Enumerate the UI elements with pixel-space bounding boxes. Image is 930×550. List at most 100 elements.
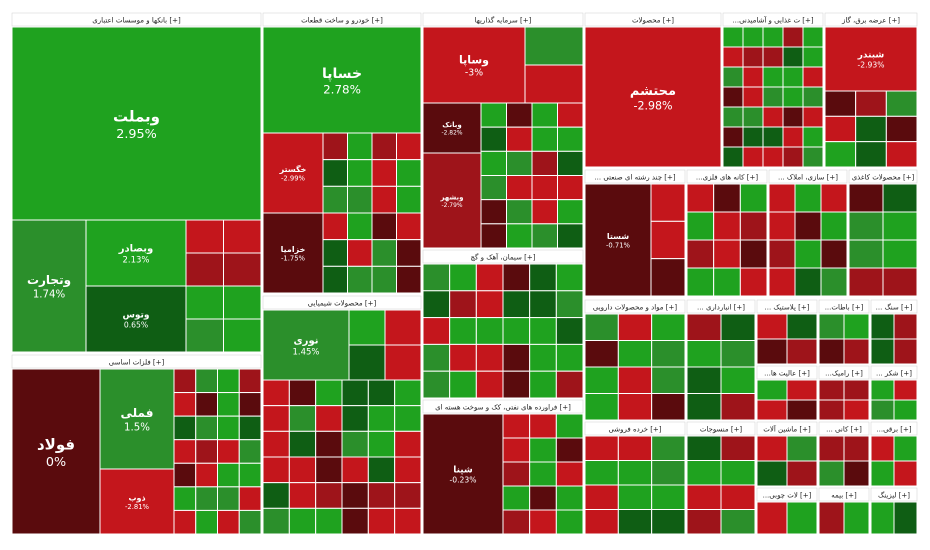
invest-small-cell[interactable] [557,199,584,225]
invest-small-cell[interactable] [557,223,584,249]
cement-small-cell[interactable] [449,370,477,399]
lea-small-cell[interactable] [893,501,918,535]
ref-small-cell[interactable] [529,413,557,439]
invest-small-cell[interactable] [480,126,507,152]
auto-small-cell[interactable] [347,265,373,294]
tile-فملی[interactable] [99,368,175,470]
banks-small-cell[interactable] [223,285,262,320]
chem-top-cell[interactable] [348,344,386,381]
auto-small-cell[interactable] [396,265,422,294]
tile-فولاد[interactable] [11,368,101,535]
metals-small-cell[interactable] [217,439,240,464]
sector-header-leasing[interactable] [870,487,918,502]
ref-small-cell[interactable] [555,437,584,463]
chem-small-cell[interactable] [262,456,290,484]
pharma-small-cell[interactable] [617,313,653,341]
ref-small-cell[interactable] [502,485,531,511]
food-small-cell[interactable] [722,86,744,108]
cer-small-cell[interactable] [818,399,845,421]
metals-small-cell[interactable] [195,415,218,441]
dev-small-cell[interactable] [870,435,895,462]
trans-small-cell[interactable] [686,393,722,421]
food-small-cell[interactable] [762,66,784,88]
cement-small-cell[interactable] [422,263,451,292]
food-small-cell[interactable] [722,66,744,88]
mining-small-cell[interactable] [713,267,741,297]
auto-small-cell[interactable] [371,212,397,241]
tile-شبندر[interactable] [824,26,918,92]
banks-small-cell[interactable] [223,219,262,254]
chem-small-cell[interactable] [288,456,317,484]
sector-header-media[interactable] [756,365,818,380]
ref-small-cell[interactable] [502,509,531,535]
wood-small-cell[interactable] [786,501,818,535]
metals-small-cell[interactable] [173,368,197,394]
ref-small-cell[interactable] [555,509,584,535]
nm-small-cell[interactable] [843,435,870,462]
auto-small-cell[interactable] [347,159,373,187]
invest-small-cell[interactable] [531,126,558,152]
sector-header-devices[interactable] [870,421,918,436]
chem-small-cell[interactable] [367,405,396,432]
pharma-small-cell[interactable] [651,393,686,421]
nm-small-cell[interactable] [843,460,870,487]
chem-small-cell[interactable] [341,430,369,458]
build-small-cell[interactable] [794,239,822,269]
chem-small-cell[interactable] [288,430,317,458]
chem-small-cell[interactable] [367,430,396,458]
media-small-cell[interactable] [756,379,788,401]
coal-small-cell[interactable] [870,338,895,365]
auto-small-cell[interactable] [396,239,422,267]
retail-small-cell[interactable] [617,484,653,510]
build-small-cell[interactable] [768,267,796,297]
food-small-cell[interactable] [722,26,744,48]
sector-header-mining[interactable] [686,169,768,184]
auto-small-cell[interactable] [371,159,397,187]
retail-small-cell[interactable] [584,435,619,461]
auto-small-cell[interactable] [396,212,422,241]
chem-small-cell[interactable] [262,379,290,407]
invest-small-cell[interactable] [480,102,507,128]
sector-header-power[interactable] [824,12,918,27]
tile-وبانک[interactable] [422,102,482,154]
metals-small-cell[interactable] [238,368,262,394]
sector-header-invest[interactable] [422,12,584,27]
food-small-cell[interactable] [722,106,744,128]
metals-small-cell[interactable] [173,486,197,511]
dev-small-cell[interactable] [870,460,895,487]
food-small-cell[interactable] [802,66,824,88]
chem-small-cell[interactable] [394,430,422,458]
retail-small-cell[interactable] [584,460,619,486]
tel-small-cell[interactable] [843,313,870,340]
metals-small-cell[interactable] [217,368,240,394]
sector-header-retail[interactable] [584,421,686,436]
build-small-cell[interactable] [820,183,848,213]
chem-small-cell[interactable] [262,430,290,458]
mach-small-cell[interactable] [756,435,788,462]
chem-small-cell[interactable] [288,405,317,432]
cement-small-cell[interactable] [555,370,584,399]
text-small-cell[interactable] [686,484,722,510]
invest-small-cell[interactable] [506,150,533,176]
invest-top-cell[interactable] [524,64,584,104]
auto-small-cell[interactable] [396,132,422,161]
tel-small-cell[interactable] [818,313,845,340]
cer-small-cell[interactable] [818,379,845,401]
invest-small-cell[interactable] [531,199,558,225]
cement-small-cell[interactable] [475,343,504,372]
chem-top-cell[interactable] [348,309,386,346]
chem-small-cell[interactable] [262,405,290,432]
sector-header-telecom[interactable] [818,299,870,314]
ref-small-cell[interactable] [502,461,531,487]
food-small-cell[interactable] [802,86,824,108]
rubber-small-cell[interactable] [786,338,818,365]
metals-small-cell[interactable] [217,392,240,417]
metals-small-cell[interactable] [173,439,197,464]
trans-small-cell[interactable] [686,366,722,394]
sector-header-banks[interactable] [11,12,262,27]
auto-small-cell[interactable] [371,239,397,267]
coal-small-cell[interactable] [893,338,918,365]
food-small-cell[interactable] [782,126,804,148]
retail-small-cell[interactable] [651,435,686,461]
auto-small-cell[interactable] [322,239,348,267]
